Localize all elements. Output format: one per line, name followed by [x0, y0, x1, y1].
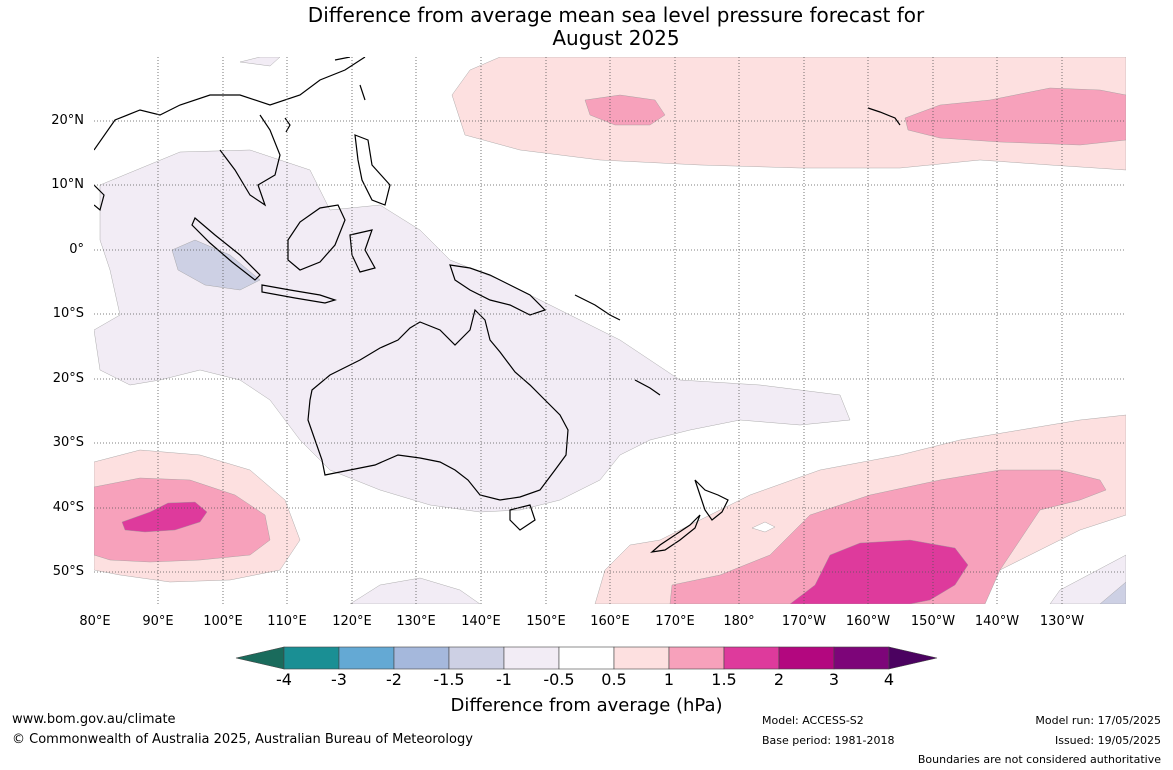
colorbar-tick-label: 1.5: [711, 670, 737, 689]
coastline-australia: [307, 308, 569, 501]
colorbar-bin-2: [338, 646, 395, 670]
anomaly-region-neg1-sumatra: [171, 239, 261, 291]
coastline-taiwan: [284, 117, 291, 133]
footer-copyright: © Commonwealth of Australia 2025, Austra…: [12, 732, 473, 747]
lon-label-80e: 80°E: [79, 614, 111, 629]
anomaly-region-neg05-indian-ocean: [94, 149, 851, 513]
colorbar-bin-4: [448, 646, 505, 670]
colorbar-extend-low: [235, 646, 285, 670]
colorbar-tick-label: -1.5: [433, 670, 465, 689]
lon-label-140e: 140°E: [461, 614, 501, 629]
map-title-line1: Difference from average mean sea level p…: [307, 3, 925, 27]
footer-model-run: Model run: 17/05/2025: [1035, 714, 1161, 727]
colorbar-bin-10: [778, 646, 835, 670]
colorbar: [235, 646, 938, 670]
lat-label-10s: 10°S: [52, 306, 84, 321]
coastline-philippines: [354, 134, 391, 206]
colorbar-tick-label: 1: [663, 670, 675, 689]
anomaly-region-pos15-south-indian: [121, 501, 208, 533]
footer-model: Model: ACCESS-S2: [762, 714, 864, 727]
lat-label-40s: 40°S: [52, 500, 84, 515]
lon-label-170w: 170°W: [781, 614, 827, 629]
colorbar-extend-high: [888, 646, 938, 670]
colorbar-bin-6: [558, 646, 615, 670]
coastline-sri-lanka: [94, 184, 105, 212]
colorbar-tick-label: -2: [386, 670, 402, 689]
lon-label-170e: 170°E: [655, 614, 695, 629]
lon-label-130w: 130°W: [1039, 614, 1085, 629]
anomaly-region-pos1-north-pacific-east: [904, 87, 1126, 146]
colorbar-tick-label: 4: [883, 670, 895, 689]
anomaly-region-hole-south-pacific: [751, 521, 776, 533]
coastline-sumatra: [191, 217, 261, 281]
footer-issued: Issued: 19/05/2025: [1054, 734, 1161, 747]
lon-label-150e: 150°E: [526, 614, 566, 629]
colorbar-bin-1: [283, 646, 340, 670]
anomaly-region-neg05-south-pacific: [1049, 554, 1126, 604]
footer-website: www.bom.gov.au/climate: [12, 712, 176, 727]
coastline-new-zealand-north: [694, 479, 729, 521]
coastline-java: [261, 284, 337, 304]
colorbar-tick-label: -4: [276, 670, 292, 689]
coastline-new-guinea: [449, 264, 547, 316]
lon-label-140w: 140°W: [974, 614, 1020, 629]
lon-label-100e: 100°E: [203, 614, 243, 629]
anomaly-region-neg05-southern-ocean: [349, 577, 481, 604]
colorbar-tick-label: 2: [773, 670, 785, 689]
colorbar-bin-3: [393, 646, 450, 670]
coastline-new-zealand-south: [650, 514, 701, 553]
lat-label-10n: 10°N: [51, 177, 84, 192]
colorbar-tick-label: -0.5: [543, 670, 575, 689]
colorbar-title: Difference from average (hPa): [450, 695, 723, 716]
lat-label-30s: 30°S: [52, 435, 84, 450]
lon-label-180: 180°: [723, 614, 755, 629]
colorbar-tick-label: -3: [331, 670, 347, 689]
coastline-japan: [334, 57, 366, 101]
footer-disclaimer: Boundaries are not considered authoritat…: [917, 753, 1161, 766]
colorbar-bin-8: [668, 646, 725, 670]
coastline-hawaii: [867, 107, 901, 126]
coastlines: [94, 57, 901, 553]
anomaly-region-pos1-north-pacific-west: [584, 94, 666, 126]
coastline-solomon-islands: [574, 294, 621, 321]
coastline-new-caledonia: [634, 379, 661, 396]
colorbar-bin-5: [503, 646, 560, 670]
coastline-tasmania: [509, 504, 536, 531]
map-title: Difference from average mean sea level p…: [0, 4, 1173, 50]
lat-label-20s: 20°S: [52, 371, 84, 386]
lat-label-0: 0°: [69, 242, 84, 257]
lon-label-150w: 150°W: [910, 614, 956, 629]
lat-label-50s: 50°S: [52, 564, 84, 579]
lon-label-160w: 160°W: [845, 614, 891, 629]
colorbar-tick-label: 3: [828, 670, 840, 689]
colorbar-bin-9: [723, 646, 780, 670]
graticule: [94, 57, 1126, 604]
lon-label-90e: 90°E: [142, 614, 174, 629]
map-title-line2: August 2025: [552, 26, 680, 50]
colorbar-bin-7: [613, 646, 670, 670]
colorbar-tick-label: 0.5: [601, 670, 627, 689]
anomaly-region-pos15-south-pacific: [789, 539, 969, 604]
anomaly-region-neg05-north: [239, 57, 281, 67]
colorbar-bin-11: [833, 646, 890, 670]
lat-label-20n: 20°N: [51, 113, 84, 128]
lon-label-130e: 130°E: [396, 614, 436, 629]
colorbar-tick-label: -1: [496, 670, 512, 689]
coastline-borneo: [287, 204, 346, 271]
lon-label-160e: 160°E: [590, 614, 630, 629]
coastline-mainland-asia: [94, 57, 366, 207]
footer-base-period: Base period: 1981-2018: [762, 734, 895, 747]
lon-label-120e: 120°E: [332, 614, 372, 629]
anomaly-region-neg1-southeast: [1099, 581, 1126, 604]
anomaly-region-pos05-north-pacific: [451, 57, 1126, 171]
lon-label-110e: 110°E: [267, 614, 307, 629]
